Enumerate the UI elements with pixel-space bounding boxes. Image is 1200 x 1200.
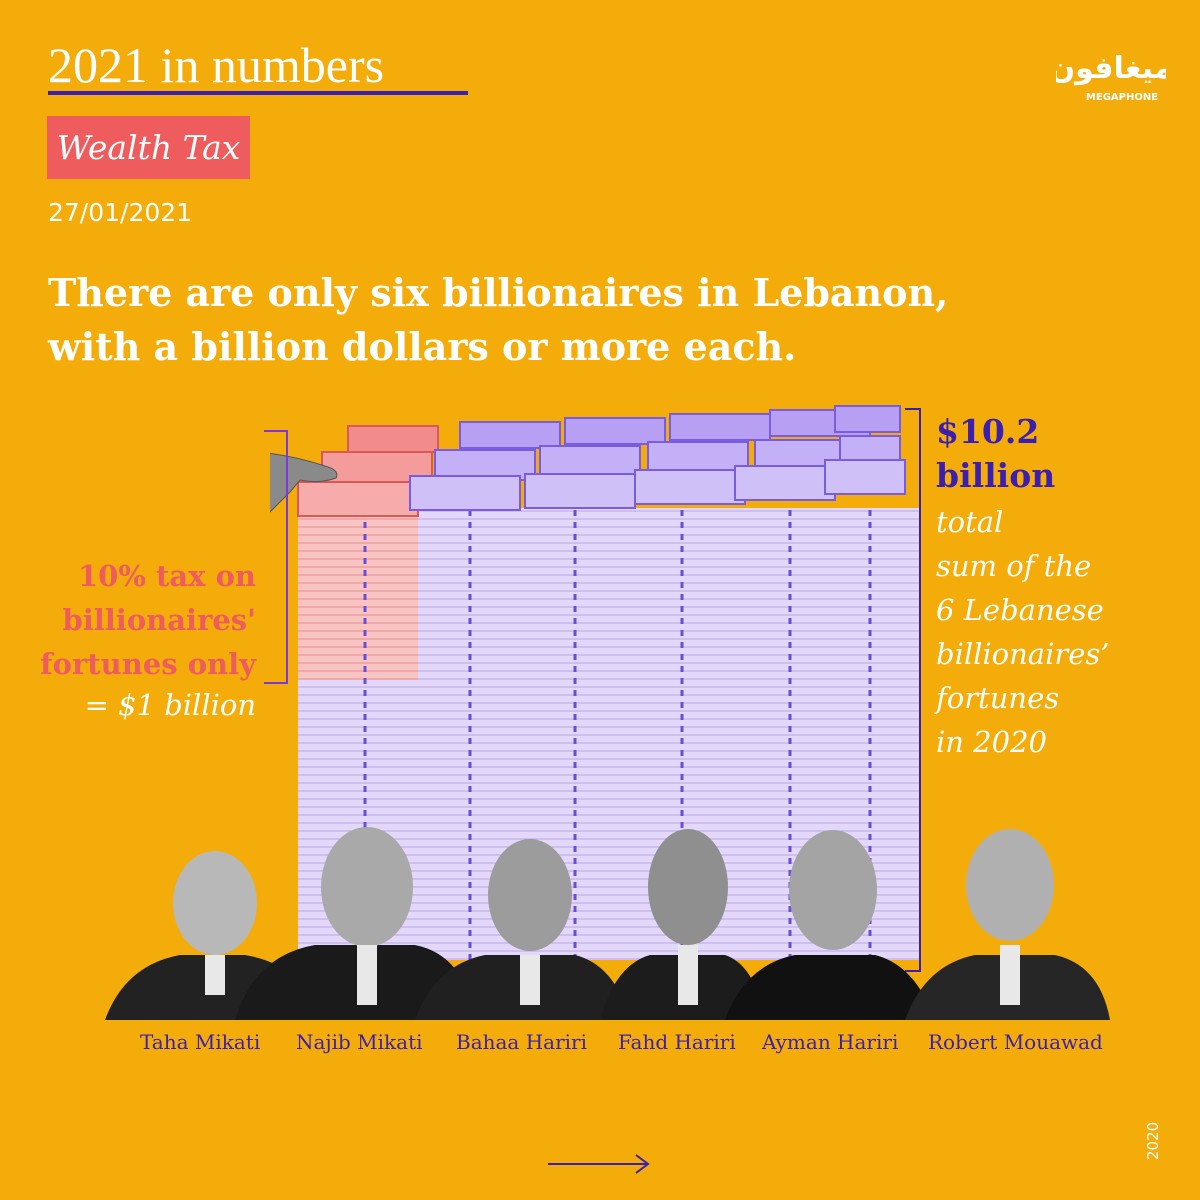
logo-latin-text: MEGAPHONE: [1086, 92, 1158, 103]
total-amount-line-2: billion: [936, 456, 1056, 495]
total-bracket: [905, 408, 921, 972]
year-label: 2020: [1144, 1121, 1162, 1160]
name-label: Najib Mikati: [296, 1030, 423, 1054]
total-description: total sum of the 6 Lebanese billionaires…: [936, 500, 1166, 764]
portrait-ayman-hariri: [725, 830, 935, 1020]
next-arrow-icon[interactable]: [546, 1152, 654, 1176]
total-description-line-3: 6 Lebanese: [936, 593, 1104, 627]
logo-arabic-text: ميغافون: [1056, 51, 1166, 86]
publish-date: 27/01/2021: [48, 198, 193, 227]
total-description-line-2: sum of the: [936, 549, 1092, 583]
headline-line-1: There are only six billionaires in Leban…: [48, 270, 949, 315]
portrait-najib-mikati: [235, 827, 475, 1020]
headline-line-2: with a billion dollars or more each.: [48, 324, 797, 369]
name-label: Ayman Hariri: [762, 1030, 899, 1054]
top-bills-back: [347, 405, 901, 453]
tax-annotation-line-3: fortunes only: [40, 647, 256, 681]
total-amount-line-1: $10.2: [936, 412, 1040, 451]
megaphone-logo: ميغافون MEGAPHONE: [1056, 51, 1166, 103]
portrait-robert-mouawad: [905, 829, 1110, 1020]
name-label: Taha Mikati: [140, 1030, 261, 1054]
tax-annotation-line-1: 10% tax on: [77, 559, 256, 593]
name-label: Bahaa Hariri: [456, 1030, 587, 1054]
portrait-bahaa-hariri: [415, 839, 630, 1020]
headline: There are only six billionaires in Leban…: [48, 266, 1048, 374]
tax-annotation-line-2: billionaires': [62, 603, 256, 637]
name-label: Robert Mouawad: [928, 1030, 1103, 1054]
top-bills-front: [297, 459, 906, 517]
tax-amount: = $1 billion: [84, 688, 256, 722]
billionaire-names: Taha Mikati Najib Mikati Bahaa Hariri Fa…: [110, 1030, 1110, 1070]
total-description-line-1: total: [936, 505, 1004, 539]
series-title: 2021 in numbers: [48, 37, 385, 93]
total-amount: $10.2 billion: [936, 410, 1136, 498]
series-title-underline: [48, 91, 468, 95]
total-description-line-5: fortunes: [936, 681, 1060, 715]
billionaires-portraits: [105, 827, 1110, 1020]
tax-bracket: [264, 430, 288, 684]
topic-badge: Wealth Tax: [47, 116, 250, 179]
stack-body-red: [298, 508, 418, 680]
tax-annotation: 10% tax on billionaires' fortunes only: [18, 554, 256, 686]
total-description-line-4: billionaires’: [936, 637, 1110, 671]
name-label: Fahd Hariri: [618, 1030, 736, 1054]
total-description-line-6: in 2020: [936, 725, 1047, 759]
portrait-fahd-hariri: [600, 829, 765, 1020]
topic-badge-label: Wealth Tax: [56, 128, 241, 167]
